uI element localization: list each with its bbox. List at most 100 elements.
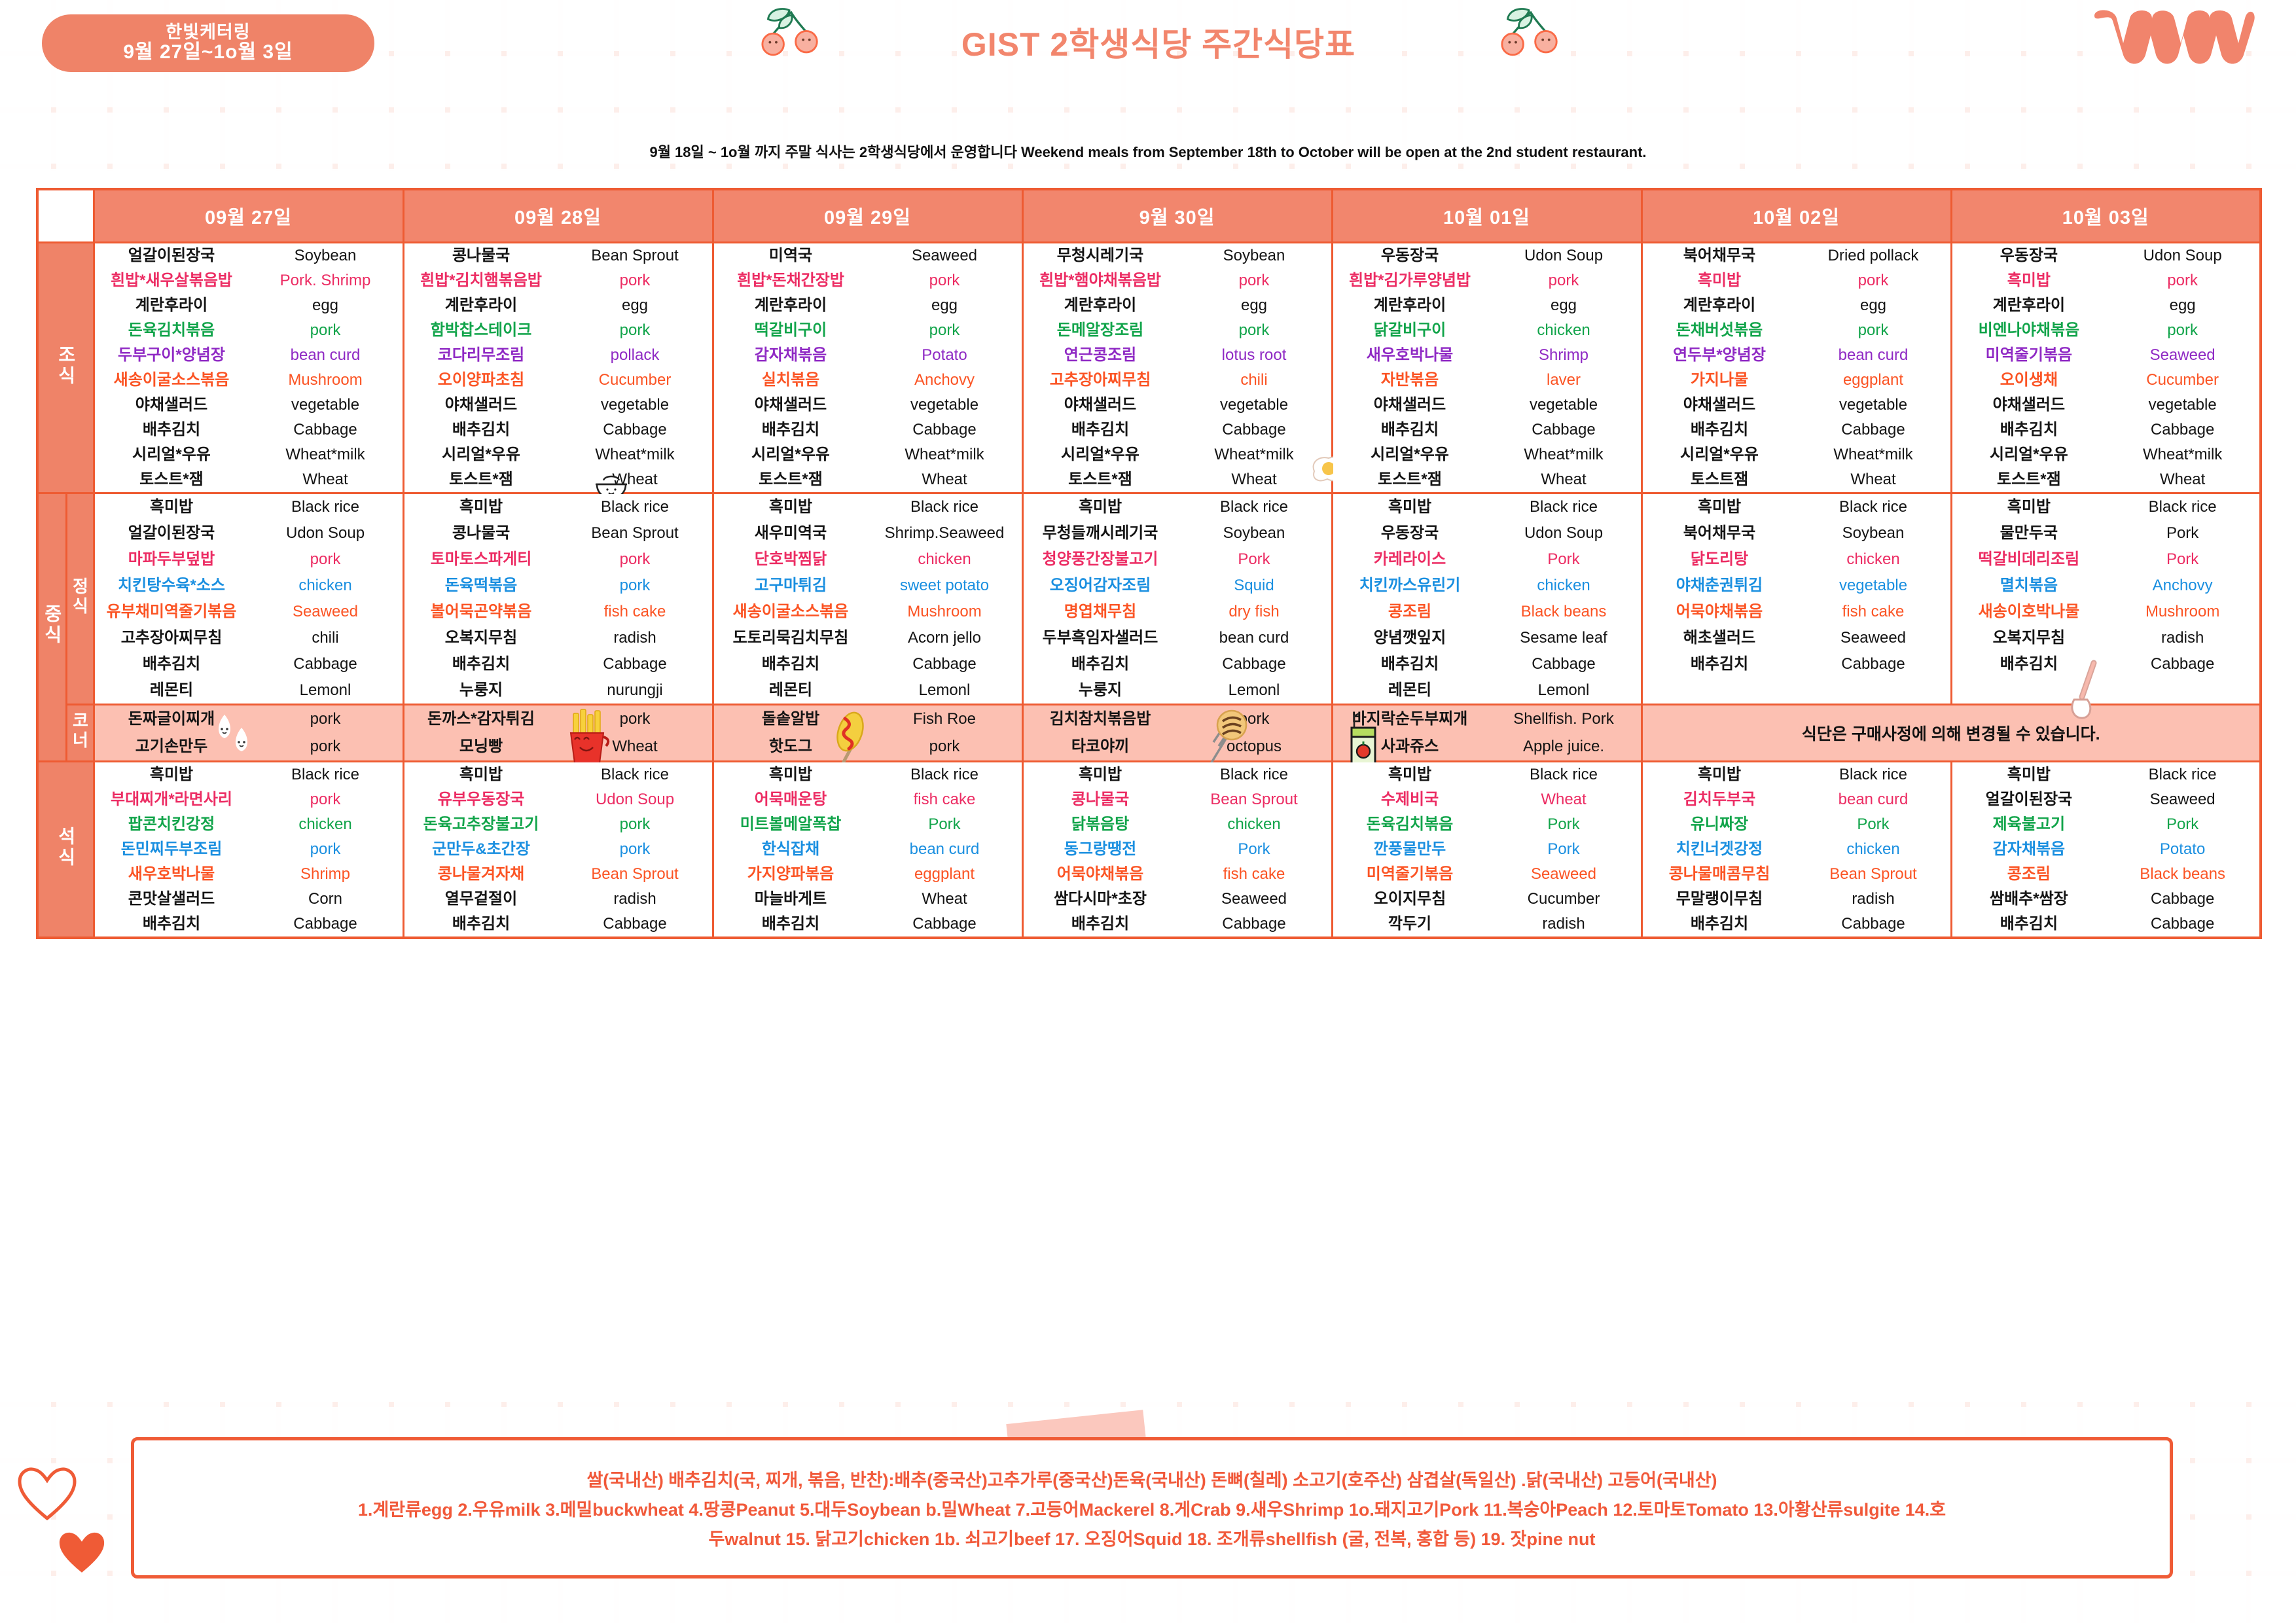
company-logo-icon <box>2094 10 2255 64</box>
dish-name-ko: 쌈배추*쌈장 <box>1990 890 2068 908</box>
dish-name-ko: 배추김치 <box>452 421 511 439</box>
dish-name-en: pork <box>619 550 651 569</box>
dish-row: 콩조림 Black beans <box>1333 599 1641 625</box>
dish-name-en: Pork <box>2166 550 2199 569</box>
dish-name-en: pork <box>310 550 341 569</box>
dish-row: 돈짜글이찌개 pork <box>95 705 403 733</box>
dish-row: 배추김치 Cabbage <box>1024 418 1331 442</box>
day-header-2: 09월 29일 <box>711 188 1024 243</box>
dish-row: 쌈배추*쌈장 Cabbage <box>1952 887 2260 912</box>
dish-row: 누룽지 nurungji <box>404 677 712 704</box>
dish-row: 마파두부덮밥 pork <box>95 546 403 573</box>
dish-name-en: pork <box>310 321 341 340</box>
dish-name-ko: 물만두국 <box>2000 524 2058 543</box>
dish-row: 우동장국 Udon Soup <box>1952 243 2260 268</box>
dish-name-ko: 시리얼*우유 <box>442 446 520 464</box>
dish-name-ko: 양념깻잎지 <box>1373 629 1446 647</box>
dish-name-en: pork <box>619 840 651 859</box>
dish-row: 흑미밥 Black rice <box>714 494 1022 520</box>
dish-name-ko: 흑미밥 <box>1388 498 1432 516</box>
dish-row: 자반볶음 laver <box>1333 368 1641 393</box>
dish-name-ko: 흑미밥 <box>1697 498 1742 516</box>
dish-row: 무청시레기국 Soybean <box>1024 243 1331 268</box>
dish-name-en: Black rice <box>1529 766 1598 784</box>
dish-name-en: Pork <box>1547 815 1580 834</box>
dish-name-en: Pork <box>1238 550 1270 569</box>
dish-row: 배추김치 Cabbage <box>1643 912 1950 936</box>
dish-name-ko: 계란후라이 <box>444 296 518 315</box>
dish-row: 새송이굴소스볶음 Mushroom <box>714 599 1022 625</box>
dish-name-ko: 토스트*잼 <box>1378 471 1442 489</box>
breakfast-cell-4: 우동장국 Udon Soup 흰밥*김가루양념밥 pork 계란후라이 egg 닭갈비구이 c… <box>1331 241 1643 494</box>
lunch-row: 중식 정식 흑미밥 Black rice 얼갈이된장국 Udon Soup 마파두부덮밥… <box>36 492 2262 762</box>
dish-name-ko: 고구마튀김 <box>754 577 827 595</box>
dish-name-ko: 콩조림 <box>1388 603 1432 621</box>
dish-name-en: bean curd <box>1219 629 1289 647</box>
dish-name-en <box>2106 688 2259 693</box>
dish-row: 얼갈이된장국 Seaweed <box>1952 787 2260 812</box>
dish-name-en: Mushroom <box>2145 603 2220 621</box>
dish-row: 흑미밥 pork <box>1952 268 2260 293</box>
dish-name-ko: 김치두부국 <box>1683 791 1756 809</box>
dish-name-ko: 새우미역국 <box>754 524 827 543</box>
corner-cell-4: 바지락순두부찌개 Shellfish. Pork 사과쥬스 Apple juice. <box>1331 704 1643 777</box>
dish-name-ko: 배추김치 <box>142 421 201 439</box>
dish-name-ko: 배추김치 <box>2000 915 2058 933</box>
dish-name-en: Udon Soup <box>1524 524 1604 543</box>
dish-name-en: Udon Soup <box>2143 247 2222 265</box>
dish-row: 계란후라이 egg <box>1024 293 1331 318</box>
dish-row: 돈육고추장불고기 pork <box>404 812 712 837</box>
dish-name-en: egg <box>621 296 649 315</box>
dish-name-ko: 감자채볶음 <box>754 346 827 365</box>
dish-name-ko: 닭볶음탕 <box>1071 815 1130 834</box>
dish-row: 미트볼메알폭찹 Pork <box>714 812 1022 837</box>
dish-name-en: Shrimp.Seaweed <box>884 524 1005 543</box>
dish-row: 연근콩조림 lotus root <box>1024 343 1331 368</box>
dish-name-ko: 배추김치 <box>1380 655 1439 673</box>
dish-name-en: radish <box>1852 890 1895 908</box>
dish-name-en: Lemonl <box>299 681 351 700</box>
dish-name-en: pork <box>1238 321 1270 340</box>
dish-name-ko: 도토리묵김치무침 <box>732 629 849 647</box>
dish-name-en: Wheat <box>1541 471 1587 489</box>
dish-name-en: chicken <box>1537 321 1590 340</box>
dish-row: 미역국 Seaweed <box>714 243 1022 268</box>
dish-row: 함박찹스테이크 pork <box>404 318 712 343</box>
dish-name-en: pork <box>619 272 651 290</box>
dish-name-ko: 토스트*잼 <box>139 471 204 489</box>
dish-name-ko: 고기손만두 <box>135 738 208 756</box>
dish-row: 유부채미역줄기볶음 Seaweed <box>95 599 403 625</box>
dish-name-en: Cucumber <box>598 371 672 389</box>
dish-name-ko: 단호박찜닭 <box>754 550 827 569</box>
dish-name-ko: 시리얼*우유 <box>751 446 830 464</box>
dish-name-en: Bean Sprout <box>591 524 679 543</box>
dish-name-ko: 배추김치 <box>1690 421 1749 439</box>
dish-row: 시리얼*우유 Wheat*milk <box>1024 442 1331 467</box>
dish-name-ko: 토스트*잼 <box>759 471 823 489</box>
dish-row: 토스트*잼 Wheat <box>404 467 712 492</box>
dish-row: 비엔나야채볶음 pork <box>1952 318 2260 343</box>
dish-row: 돈메알장조림 pork <box>1024 318 1331 343</box>
dish-row: 시리얼*우유 Wheat*milk <box>714 442 1022 467</box>
dish-row: 유부우동장국 Udon Soup <box>404 787 712 812</box>
footer-origin-allergen-box: 쌀(국내산) 배추김치(국, 찌개, 볶음, 반찬):배추(중국산)고추가루(중… <box>131 1437 2173 1578</box>
dish-name-ko: 실치볶음 <box>761 371 820 389</box>
dish-name-ko: 콩나물국 <box>452 524 511 543</box>
dish-row: 새우미역국 Shrimp.Seaweed <box>714 520 1022 546</box>
dish-row: 누룽지 Lemonl <box>1024 677 1331 704</box>
dish-row: 토스트*잼 Wheat <box>95 467 403 492</box>
dish-name-en: Cabbage <box>603 915 667 933</box>
dish-row: 얼갈이된장국 Soybean <box>95 243 403 268</box>
dish-name-en: Acorn jello <box>907 629 982 647</box>
dish-name-ko: 고추장아찌무침 <box>1049 371 1151 389</box>
dish-name-en: Wheat*milk <box>1214 446 1294 464</box>
dish-row: 고추장아찌무침 chili <box>95 625 403 651</box>
dish-row: 북어채무국 Soybean <box>1643 520 1950 546</box>
dish-name-en: egg <box>1859 296 1887 315</box>
dinner-cell-2: 흑미밥 Black rice 어묵매운탕 fish cake 미트볼메알폭찹 Pork 한식… <box>711 760 1024 939</box>
dish-name-en: Apple juice. <box>1522 738 1605 756</box>
dish-row: 배추김치 Cabbage <box>1643 418 1950 442</box>
dish-row: 배추김치 Cabbage <box>1952 912 2260 936</box>
dish-row: 오이생채 Cucumber <box>1952 368 2260 393</box>
dish-row: 양념깻잎지 Sesame leaf <box>1333 625 1641 651</box>
